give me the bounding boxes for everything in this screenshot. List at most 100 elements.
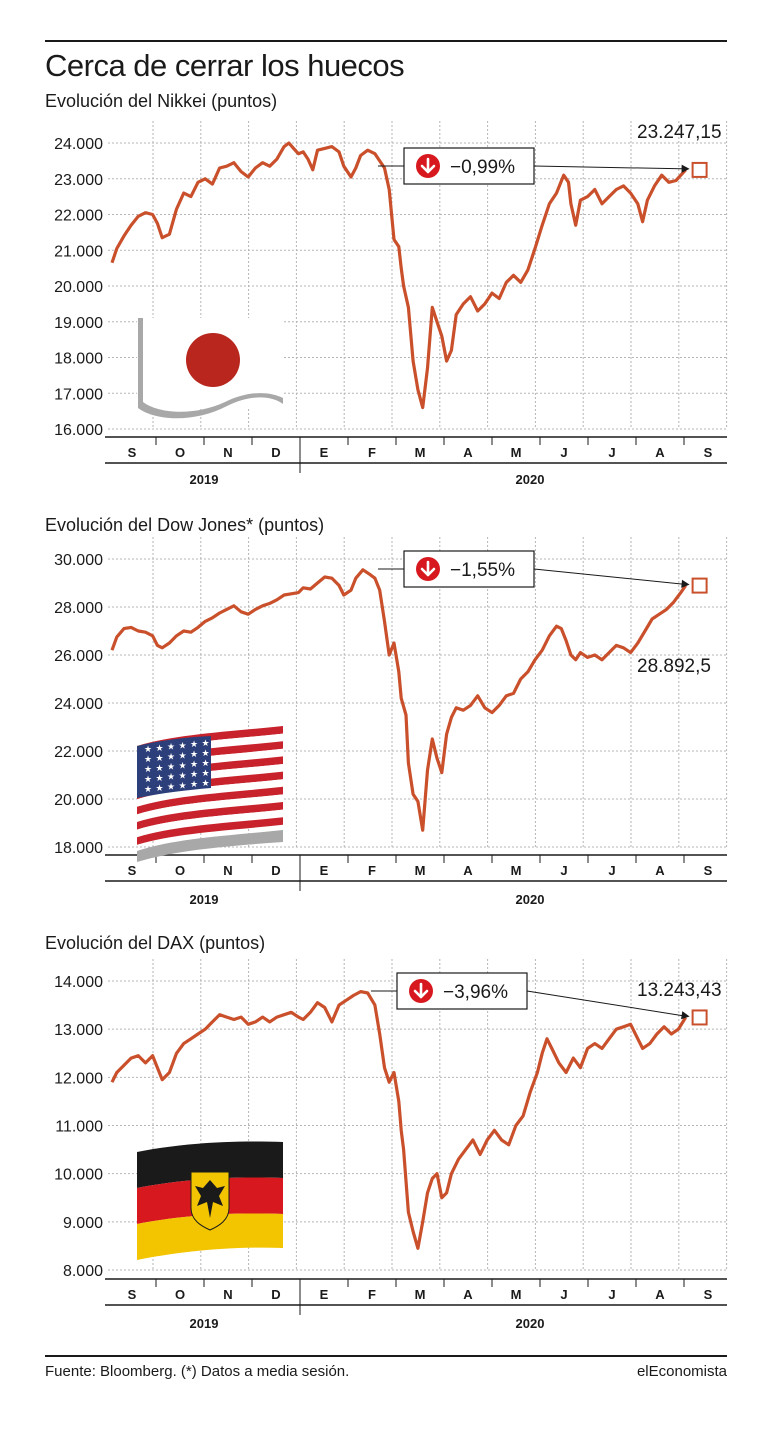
month-label: S (704, 445, 713, 460)
last-value-marker (691, 1009, 708, 1026)
month-label: S (128, 863, 137, 878)
usa-flag: ★ ★ ★ ★ ★ ★★ ★ ★ ★ ★ ★★ ★ ★ ★ ★ ★★ ★ ★ ★ ★ ★★ ★ ★ ★ ★ ★ (137, 726, 283, 862)
change-label: −3,96% (443, 982, 508, 1003)
year-label: 2020 (516, 472, 545, 487)
star-icon: ★ (179, 770, 187, 780)
star-icon: ★ (167, 762, 175, 772)
month-label: J (560, 445, 567, 460)
star-icon: ★ (190, 739, 198, 749)
month-label: E (320, 863, 329, 878)
star-icon: ★ (144, 784, 152, 794)
month-label: A (463, 1287, 473, 1302)
bottom-rule (45, 1355, 727, 1357)
star-icon: ★ (144, 774, 152, 784)
year-label: 2019 (190, 892, 219, 907)
y-tick-label: 30.000 (54, 552, 103, 569)
month-label: E (320, 1287, 329, 1302)
page-title: Cerca de cerrar los huecos (45, 48, 405, 83)
last-value-label: 13.243,43 (637, 980, 722, 1001)
flag-stripe (137, 786, 283, 815)
month-label: M (511, 863, 522, 878)
y-tick-label: 10.000 (54, 1167, 103, 1184)
star-icon: ★ (156, 753, 164, 763)
down-arrow-glyph (413, 982, 429, 999)
y-tick-label: 21.000 (54, 243, 103, 260)
star-icon: ★ (202, 768, 210, 778)
y-tick-label: 16.000 (54, 422, 103, 439)
month-label: O (175, 1287, 185, 1302)
month-label: N (223, 863, 232, 878)
star-icon: ★ (144, 744, 152, 754)
connector-line (526, 990, 688, 1017)
y-tick-label: 23.000 (54, 172, 103, 189)
month-label: S (704, 863, 713, 878)
year-label: 2019 (190, 1316, 219, 1331)
star-icon: ★ (202, 758, 210, 768)
change-label: −1,55% (450, 560, 515, 581)
y-tick-label: 24.000 (54, 696, 103, 713)
y-tick-label: 28.000 (54, 600, 103, 617)
star-icon: ★ (202, 738, 210, 748)
month-label: J (608, 1287, 615, 1302)
month-label: F (368, 445, 376, 460)
germany-flag (137, 1141, 283, 1260)
chart-panel-1: Evolución del Nikkei (puntos) 24.000 23.00… (45, 91, 728, 487)
y-tick-label: 20.000 (54, 279, 103, 296)
chart-title: Evolución del Nikkei (puntos) (45, 91, 277, 111)
month-label: J (560, 863, 567, 878)
eagle-icon (195, 1180, 225, 1218)
last-value-label: 28.892,5 (637, 656, 711, 677)
series-line (110, 990, 687, 1250)
year-label: 2019 (190, 472, 219, 487)
month-label: D (271, 863, 280, 878)
month-label: A (463, 863, 473, 878)
y-tick-label: 13.000 (54, 1022, 103, 1039)
brand-name: elEconomista (636, 1363, 727, 1380)
y-tick-label: 18.000 (54, 840, 103, 857)
star-icon: ★ (156, 783, 164, 793)
connector-arrowhead (681, 1011, 690, 1020)
last-value-marker (691, 577, 708, 594)
y-tick-label: 17.000 (54, 386, 103, 403)
connector-arrowhead (681, 579, 690, 588)
y-tick-label: 18.000 (54, 351, 103, 368)
month-label: A (655, 863, 665, 878)
year-label: 2020 (516, 1316, 545, 1331)
flag-stripe (137, 794, 283, 822)
month-label: S (704, 1287, 713, 1302)
series-line (110, 141, 687, 410)
star-icon: ★ (190, 779, 198, 789)
change-label: −0,99% (450, 157, 515, 178)
chart-title: Evolución del Dow Jones* (puntos) (45, 515, 324, 535)
month-label: M (415, 863, 426, 878)
connector-arrowhead (681, 164, 690, 173)
y-tick-label: 24.000 (54, 136, 103, 153)
star-icon: ★ (190, 769, 198, 779)
down-arrow-glyph (420, 157, 436, 174)
y-tick-label: 26.000 (54, 648, 103, 665)
month-label: E (320, 445, 329, 460)
year-label: 2020 (516, 892, 545, 907)
y-tick-label: 19.000 (54, 315, 103, 332)
month-label: F (368, 1287, 376, 1302)
star-icon: ★ (167, 742, 175, 752)
star-icon: ★ (179, 740, 187, 750)
down-arrow-glyph (420, 560, 436, 577)
star-icon: ★ (156, 743, 164, 753)
source-note: Fuente: Bloomberg. (*) Datos a media ses… (45, 1363, 350, 1380)
connector-line (533, 568, 688, 586)
japan-flag (137, 318, 283, 419)
y-tick-label: 14.000 (54, 974, 103, 991)
month-label: A (655, 1287, 665, 1302)
flag-pole-shadow (138, 318, 283, 419)
chart-panel-3: Evolución del DAX (puntos) 14.000 13.000 12… (45, 933, 728, 1331)
chart-panel-2: Evolución del Dow Jones* (puntos) 30.000 2… (45, 515, 728, 907)
flag-shadow (137, 830, 283, 862)
flag-stripe (137, 802, 283, 830)
y-tick-label: 12.000 (54, 1070, 103, 1087)
flag-stripe (137, 779, 283, 807)
star-icon: ★ (202, 778, 210, 788)
y-tick-label: 8.000 (63, 1263, 103, 1280)
y-tick-label: 9.000 (63, 1215, 103, 1232)
